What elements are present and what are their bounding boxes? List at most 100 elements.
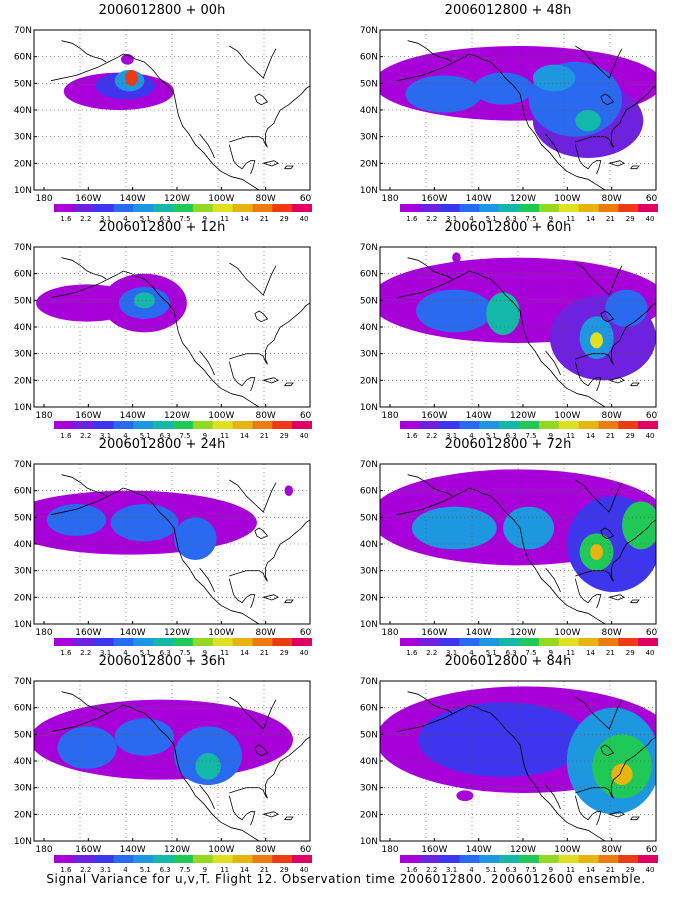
lat-tick-label: 20N (14, 159, 32, 169)
colorbar-swatch (439, 421, 461, 429)
lon-tick-label: 80W (601, 628, 621, 638)
colorbar-swatch (638, 638, 658, 646)
colorbar-swatch (459, 421, 480, 429)
colorbar-swatch (479, 421, 500, 429)
lat-tick-label: 20N (360, 593, 378, 603)
colorbar-label: 21 (606, 215, 615, 223)
colorbar-swatch (153, 421, 174, 429)
colorbar-swatch (232, 638, 253, 646)
coastline (254, 744, 269, 757)
coastline (284, 382, 294, 387)
colorbar-swatch (499, 855, 520, 863)
colorbar-label: 40 (300, 866, 309, 874)
variance-contour (622, 501, 656, 550)
colorbar-swatch (538, 204, 560, 212)
lon-tick-label: 160W (75, 845, 101, 855)
coastline (284, 165, 294, 170)
colorbar-label: 21 (260, 866, 269, 874)
colorbar-label: 40 (646, 866, 655, 874)
lon-tick-label: 60W (646, 194, 658, 204)
colorbar-swatch (212, 638, 234, 646)
coastline (229, 85, 310, 148)
colorbar-swatch (419, 855, 441, 863)
colorbar-swatch (419, 421, 441, 429)
colorbar-swatch (638, 204, 658, 212)
colorbar-swatch (113, 204, 134, 212)
colorbar-swatch (618, 204, 639, 212)
lat-tick-label: 10N (14, 186, 32, 196)
lon-tick-label: 160W (75, 194, 101, 204)
coastline (407, 474, 453, 497)
colorbar-swatch (558, 638, 580, 646)
colorbar-swatch (192, 204, 214, 212)
colorbar-label: 2.2 (80, 649, 91, 657)
variance-contour (456, 790, 474, 801)
colorbar-swatch (93, 421, 115, 429)
colorbar-swatch (598, 421, 619, 429)
map-plot: 10N 20N 30N 40N 50N 60N 70N 180 160W 140W 120W 100W… (14, 460, 312, 638)
lon-tick-label: 120W (510, 845, 536, 855)
lat-tick-label: 10N (14, 403, 32, 413)
colorbar-swatch (538, 638, 560, 646)
coastline (574, 144, 602, 175)
colorbar-label: 6.3 (506, 432, 517, 440)
colorbar-label: 11 (566, 649, 575, 657)
lat-tick-label: 20N (360, 810, 378, 820)
coastline (575, 262, 623, 296)
colorbar-swatch (54, 855, 75, 863)
lat-tick-label: 70N (14, 243, 32, 253)
lon-tick-label: 100W (208, 628, 234, 638)
lon-tick-label: 180 (35, 411, 52, 421)
colorbar-label: 5.1 (486, 866, 497, 874)
lon-tick-label: 140W (466, 411, 492, 421)
colorbar-swatch (578, 421, 599, 429)
lon-tick-label: 180 (35, 845, 52, 855)
panel-title: 2006012800 + 24h (98, 437, 226, 452)
coastline (229, 479, 277, 513)
coastline (284, 599, 294, 604)
colorbar-label: 9 (549, 215, 553, 223)
lat-tick-label: 30N (360, 133, 378, 143)
colorbar-label: 1.6 (406, 649, 418, 657)
lat-tick-label: 30N (14, 350, 32, 360)
colorbar-label: 40 (300, 215, 309, 223)
map-panel: 2006012800 + 60h 10N 20N 30N 40N 50N 60N 70N 180… (358, 221, 658, 440)
variance-contour (411, 506, 497, 550)
colorbar-swatch (54, 638, 75, 646)
colorbar-swatch (252, 855, 273, 863)
colorbar-label: 3.1 (446, 215, 457, 223)
colorbar: 1.6 2.2 3.1 4 5.1 6.3 7.5 9 11 14 21 29 40 (400, 421, 658, 440)
colorbar-label: 4 (123, 215, 128, 223)
colorbar-swatch (133, 638, 154, 646)
colorbar-label: 3.1 (100, 866, 111, 874)
colorbar-swatch (173, 204, 194, 212)
map-panel: 2006012800 + 72h 10N 20N 30N 40N 50N 60N 70N 180… (358, 438, 658, 657)
lat-tick-label: 50N (360, 730, 378, 740)
coastline (574, 795, 602, 826)
colorbar-label: 14 (240, 432, 249, 440)
coastline (575, 45, 623, 79)
lat-tick-label: 50N (360, 513, 378, 523)
colorbar-label: 1.6 (60, 649, 72, 657)
lon-tick-label: 80W (255, 628, 275, 638)
colorbar-label: 1.6 (60, 866, 72, 874)
coastline (407, 257, 453, 280)
colorbar-label: 4 (469, 866, 474, 874)
colorbar-swatch (272, 421, 293, 429)
lon-tick-label: 120W (164, 628, 190, 638)
coastline (575, 696, 623, 730)
colorbar-label: 1.6 (406, 432, 418, 440)
lat-tick-label: 50N (14, 296, 32, 306)
colorbar-label: 4 (123, 649, 128, 657)
coastline (229, 45, 277, 79)
colorbar-label: 7.5 (525, 866, 536, 874)
colorbar-swatch (252, 421, 273, 429)
colorbar-swatch (439, 204, 461, 212)
coastline (545, 567, 561, 593)
colorbar-swatch (192, 421, 214, 429)
colorbar-swatch (272, 204, 293, 212)
variance-contour (575, 110, 601, 132)
colorbar: 1.6 2.2 3.1 4 5.1 6.3 7.5 9 11 14 21 29 40 (54, 421, 312, 440)
colorbar-swatch (400, 204, 421, 212)
lon-tick-label: 160W (421, 194, 447, 204)
